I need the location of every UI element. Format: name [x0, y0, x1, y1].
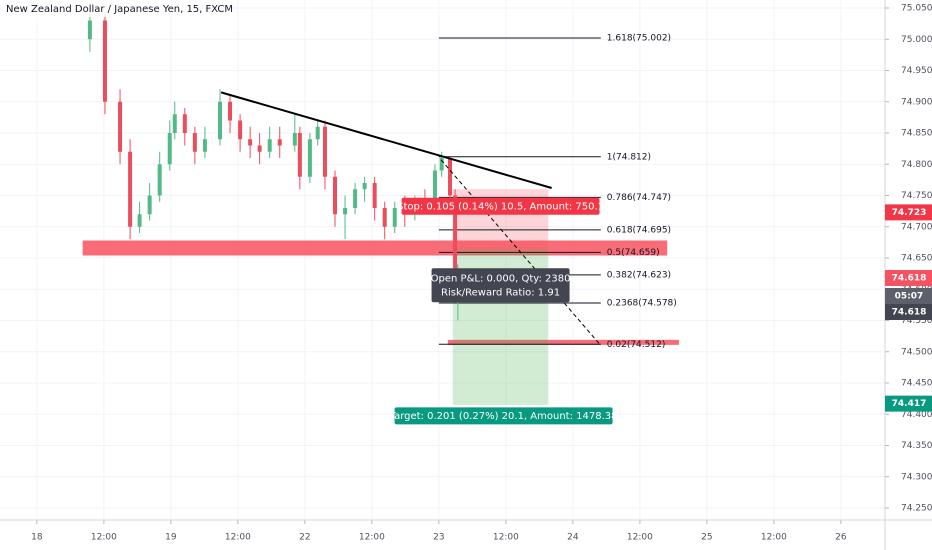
chart-title: New Zealand Dollar / Japanese Yen, 15, F… [6, 4, 233, 15]
fib-label: 1.618(75.002) [607, 34, 671, 44]
x-tick-label: 26 [835, 533, 847, 543]
candle-body [228, 101, 233, 121]
candle-body [248, 139, 253, 146]
candle-body [333, 176, 338, 215]
x-tick-label: 12:00 [493, 533, 519, 543]
y-tick-label: 74.650 [901, 254, 932, 264]
y-tick-label: 74.550 [901, 316, 932, 326]
candle-body [128, 151, 133, 227]
x-tick-label: 24 [567, 533, 579, 543]
x-tick-label: 19 [165, 533, 177, 543]
price-tag: 74.417 [892, 399, 927, 409]
candle-body [448, 158, 453, 196]
price-tag-bg [885, 395, 932, 412]
x-tick-label: 23 [433, 533, 444, 543]
candle-body [267, 139, 272, 152]
x-tick-label: 12:00 [225, 533, 251, 543]
y-tick-label: 74.500 [901, 347, 932, 357]
candle-body [238, 120, 243, 140]
candle-body [297, 133, 302, 177]
candle-body [202, 139, 207, 152]
y-tick-label: 74.250 [901, 504, 932, 514]
x-tick-label: 12:00 [91, 533, 117, 543]
pnl-box [431, 268, 570, 303]
fib-label: 1(74.812) [607, 152, 651, 162]
price-tag: 74.618 [892, 274, 927, 284]
candle-body [392, 208, 397, 227]
rr-label: Risk/Reward Ratio: 1.91 [441, 287, 560, 298]
y-tick-label: 74.750 [901, 191, 932, 201]
fib-label: 0.786(74.747) [607, 193, 671, 203]
y-tick-label: 74.850 [901, 129, 932, 139]
candle-body [277, 139, 282, 146]
candle-body [307, 139, 312, 177]
projection-line [440, 159, 602, 346]
fib-label: 0.382(74.623) [607, 270, 671, 280]
trendline [220, 91, 552, 189]
price-tag: 74.723 [892, 208, 927, 218]
x-tick-label: 12:00 [359, 533, 385, 543]
candle-body [453, 195, 458, 290]
last-price: 74.618 [892, 308, 927, 318]
candle-body [257, 145, 262, 152]
y-tick-label: 74.800 [901, 160, 932, 170]
candle-body [353, 189, 358, 208]
title-bg [2, 1, 198, 17]
support-zone [447, 339, 679, 345]
price-tag-bg [885, 204, 932, 221]
support-zone [82, 240, 668, 256]
y-tick-label: 75.000 [901, 35, 932, 45]
candle-body [432, 170, 437, 208]
x-tick-label: 18 [31, 533, 43, 543]
candle-body [362, 183, 367, 190]
x-tick-label: 12:00 [761, 533, 787, 543]
y-tick-label: 75.050 [901, 4, 932, 14]
candle-body [167, 133, 172, 165]
price-tag-bg [885, 270, 932, 286]
fib-label: 0.618(74.695) [607, 225, 671, 235]
last-price-bg [885, 304, 932, 320]
target-label: Target: 0.201 (0.27%) 20.1, Amount: 1478… [389, 411, 618, 422]
fib-label: 0.02(74.512) [607, 340, 666, 350]
candle-body [172, 114, 177, 133]
candle-body [87, 20, 92, 40]
x-tick-label: 12:00 [627, 533, 653, 543]
candle-body [315, 126, 320, 140]
candle-body [439, 158, 444, 171]
candle-body [292, 133, 297, 146]
candle-body [137, 214, 142, 227]
pnl-label: Open P&L: 0.000, Qty: 2380 [431, 273, 571, 284]
candle-body [157, 164, 162, 196]
fib-label: 0.5(74.659) [607, 248, 660, 258]
candle-body [182, 114, 187, 133]
target-label-box [394, 407, 613, 425]
y-tick-label: 74.900 [901, 97, 932, 107]
candle-body [372, 183, 377, 208]
candle-body [118, 101, 123, 152]
y-tick-label: 74.950 [901, 66, 932, 76]
y-tick-label: 74.350 [901, 441, 932, 451]
candle-body [217, 101, 222, 140]
countdown-bg [885, 288, 932, 304]
candle-body [343, 208, 348, 215]
candle-body [192, 133, 197, 152]
candle-body [322, 126, 327, 177]
fib-label: 0.2368(74.578) [607, 299, 677, 309]
y-tick-label: 74.300 [901, 472, 932, 482]
y-tick-label: 74.450 [901, 379, 932, 389]
candle-body [102, 20, 107, 102]
x-tick-label: 25 [701, 533, 712, 543]
candle-body [382, 208, 387, 227]
stop-label: Stop: 0.105 (0.14%) 10.5, Amount: 750.1 [397, 201, 604, 212]
y-tick-label: 74.400 [901, 410, 932, 420]
x-tick-label: 22 [299, 533, 310, 543]
y-tick-label: 74.700 [901, 222, 932, 232]
stop-label-box [401, 197, 600, 215]
countdown: 05:07 [895, 292, 924, 302]
candle-body [147, 195, 152, 215]
